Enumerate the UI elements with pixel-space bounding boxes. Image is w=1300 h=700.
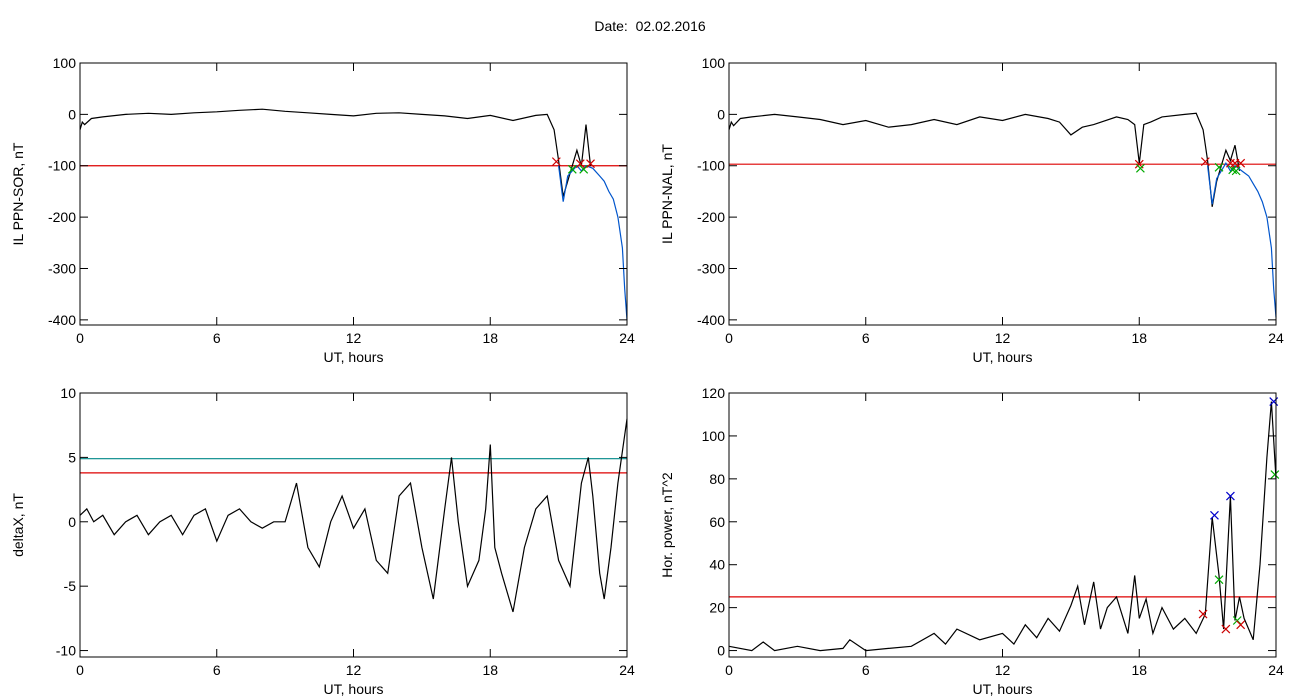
marker-cross-7 [1236,620,1246,630]
marker-cross-4 [579,164,589,174]
x-tick-label: 0 [725,330,733,346]
x-tick-label: 6 [213,330,221,346]
chart-panel-3: 0 6 12 18 24 10 5 0 -5 -10 UT, hours deltaX, nT [10,385,635,697]
chart-title: Date: 02.02.2016 [594,18,706,34]
plot-frame [79,62,628,326]
y-tick-label: -400 [697,312,725,328]
marker-cross-3 [1214,575,1224,585]
y-tick-label: 10 [60,385,76,401]
marker-cross-6 [1228,165,1238,175]
series-line-2 [558,164,628,320]
marker-cross-2 [1210,510,1219,520]
x-tick-label: 0 [725,662,733,678]
y-tick-label: 20 [709,600,725,616]
y-axis-label: IL PPN-SOR, nT [10,142,26,245]
x-axis-label: UT, hours [973,349,1033,365]
marker-cross-5 [1225,491,1235,501]
marker-cross-9 [1270,470,1280,479]
x-tick-label: 0 [76,330,84,346]
marker-cross-1 [551,157,561,167]
y-tick-label: -200 [48,209,76,225]
y-axis-label: IL PPN-NAL, nT [659,144,675,244]
plot-frame [728,392,1277,658]
x-axis-label: UT, hours [973,681,1033,697]
plot-frame [728,62,1277,326]
marker-cross-1 [1198,609,1208,619]
x-tick-label: 18 [482,330,498,346]
y-tick-label: 0 [717,643,725,659]
series-line-1 [79,108,592,197]
y-tick-label: -100 [48,158,76,174]
y-tick-label: 0 [68,514,76,530]
x-tick-label: 12 [346,662,362,678]
x-tick-label: 6 [213,662,221,678]
marker-cross-2 [1135,163,1145,173]
marker-cross-4 [1214,162,1224,172]
marker-cross-5 [586,159,595,169]
series-line-1 [728,112,1241,207]
y-tick-label: -100 [697,158,725,174]
y-axis-label: deltaX, nT [10,493,26,557]
series-line-2 [1207,162,1277,318]
y-tick-label: -200 [697,209,725,225]
x-tick-label: 24 [619,330,635,346]
series-line-1 [79,418,628,613]
x-tick-label: 0 [76,662,84,678]
y-tick-label: -300 [48,260,76,276]
marker-cross-4 [1221,624,1231,634]
x-axis-label: UT, hours [324,349,384,365]
x-tick-label: 18 [482,662,498,678]
marker-cross-8 [1231,166,1241,176]
series-line-1 [728,401,1277,652]
y-tick-label: -5 [64,578,77,594]
x-tick-label: 12 [346,330,362,346]
y-tick-label: -400 [48,312,76,328]
y-tick-label: 0 [717,106,725,122]
marker-cross-9 [1236,158,1246,168]
y-tick-label: 5 [68,449,76,465]
y-axis-label: Hor. power, nT^2 [659,472,675,578]
x-tick-label: 24 [1268,330,1284,346]
plot-frame [79,392,628,658]
x-tick-label: 18 [1131,662,1147,678]
chart-panel-4: 0 6 12 18 24 120 100 80 60 40 20 0 UT, hours Hor. pow… [659,385,1284,697]
y-tick-label: 80 [709,471,725,487]
chart-panel-1: 0 6 12 18 24 100 0 -100 -200 -300 -400 UT, hours IL … [10,55,635,365]
y-tick-label: 0 [68,106,76,122]
x-tick-label: 6 [862,662,870,678]
y-tick-label: -300 [697,260,725,276]
marker-cross-6 [1232,616,1242,625]
marker-cross-3 [1200,157,1210,167]
x-tick-label: 12 [995,662,1011,678]
x-axis-label: UT, hours [324,681,384,697]
marker-cross-2 [567,164,577,174]
x-tick-label: 24 [1268,662,1284,678]
x-tick-label: 18 [1131,330,1147,346]
y-tick-label: 100 [702,428,726,444]
y-tick-label: 120 [702,385,726,401]
marker-cross-3 [575,159,585,169]
y-tick-label: -10 [56,643,76,659]
x-tick-label: 24 [619,662,635,678]
y-tick-label: 100 [702,55,726,71]
x-tick-label: 6 [862,330,870,346]
x-tick-label: 12 [995,330,1011,346]
chart-panel-2: 0 6 12 18 24 100 0 -100 -200 -300 -400 UT, hours IL … [659,55,1284,365]
y-tick-label: 100 [53,55,77,71]
y-tick-label: 60 [709,514,725,530]
y-tick-label: 40 [709,557,725,573]
